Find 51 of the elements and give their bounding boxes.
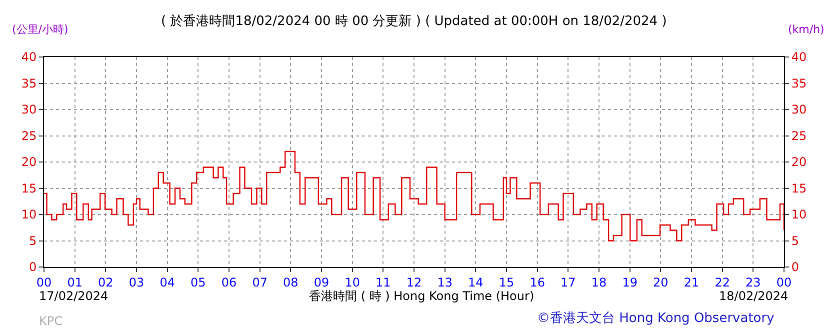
x-tick-label: 02: [98, 275, 114, 290]
y-axis-title: (公里/小時): [12, 23, 68, 36]
x-tick-label: 08: [283, 275, 298, 290]
y2-tick-label: 20: [791, 155, 807, 170]
x-tick-label: 07: [252, 275, 268, 290]
y2-tick-label: 35: [791, 76, 807, 90]
y2-tick-label: 5: [791, 234, 800, 248]
x-tick-label: 20: [653, 275, 668, 290]
x-tick-label: 00: [36, 275, 52, 290]
text: ©香港天文台 Hong Kong Observatory: [537, 311, 775, 326]
text: 17/02/2024: [39, 289, 108, 303]
x-tick-label: 11: [376, 275, 391, 290]
chart-title: ( 於香港時間18/02/2024 00 時 00 分更新 ) ( Updated at 00:00H on 18/02/2024 ): [161, 14, 667, 29]
text: KPC: [39, 314, 62, 328]
y2-tick-label: 40: [791, 50, 807, 64]
y2-tick-label: 30: [791, 102, 807, 117]
y-tick-label: 10: [21, 208, 37, 222]
y2-tick-label: 15: [791, 181, 807, 196]
x-tick-label: 12: [406, 275, 422, 290]
x-tick-label: 14: [468, 275, 484, 290]
y-tick-label: 40: [21, 50, 37, 64]
x-tick-label: 15: [498, 275, 514, 290]
y-tick-label: 35: [21, 76, 37, 90]
x-tick-label: 23: [746, 275, 761, 290]
y2-tick-label: 0: [791, 260, 800, 274]
x-tick-label: 09: [314, 275, 330, 290]
x-tick-label: 19: [622, 275, 638, 290]
x-tick-label: 17: [560, 275, 576, 290]
x-tick-label: 18: [591, 275, 607, 290]
x-tick-label: 10: [344, 275, 360, 290]
x-tick-label: 03: [128, 275, 144, 290]
x-tick-label: 04: [160, 275, 175, 290]
y-tick-label: 25: [21, 128, 37, 143]
text: 18/02/2024: [719, 289, 788, 303]
y2-tick-label: 10: [791, 208, 807, 222]
y-tick-label: 0: [28, 260, 37, 274]
x-tick-label: 05: [190, 275, 206, 290]
x-tick-label: 16: [530, 275, 545, 290]
x-axis-title: 香港時間 ( 時 ) Hong Kong Time (Hour): [309, 289, 534, 303]
x-tick-label: 01: [67, 275, 82, 290]
y-tick-label: 15: [21, 181, 37, 196]
x-tick-label: 21: [684, 275, 700, 290]
y2-axis-title: (km/h): [788, 23, 824, 36]
x-tick-label: 22: [714, 275, 730, 290]
x-tick-label: 13: [437, 275, 452, 290]
y2-tick-label: 25: [791, 128, 807, 143]
y-tick-label: 30: [21, 102, 37, 117]
x-tick-label: 00: [776, 275, 792, 290]
y-tick-label: 20: [21, 155, 37, 170]
x-tick-label: 06: [221, 275, 237, 290]
y-tick-label: 5: [28, 234, 37, 248]
